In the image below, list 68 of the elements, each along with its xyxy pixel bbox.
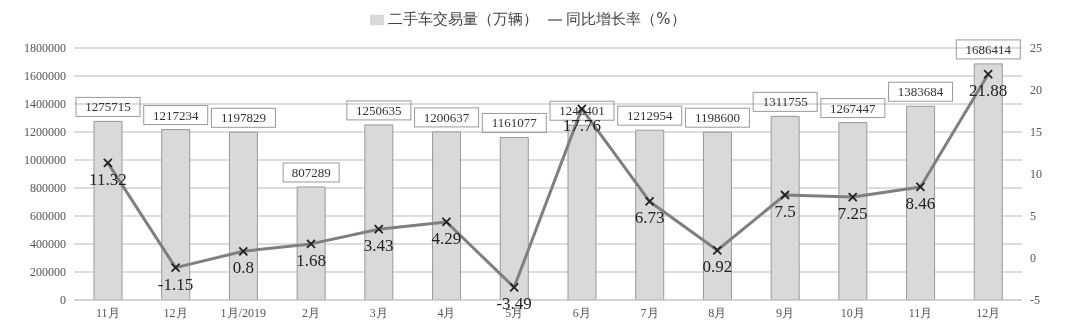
x-tick-label: 6月 (572, 305, 591, 320)
data-label: 1686414 (965, 41, 1012, 57)
y2-tick-label: 10 (1030, 167, 1042, 182)
x-tick-label: 7月 (640, 305, 659, 320)
y-tick-label: 0 (60, 293, 66, 308)
y2-tick-label: 15 (1030, 125, 1042, 140)
x-tick-label: 10月 (840, 305, 865, 320)
legend-label: 二手车交易量（万辆） (388, 10, 539, 28)
data-label: 1198600 (694, 110, 740, 126)
data-label: 1267447 (830, 100, 877, 116)
x-tick-label: 11月 (908, 305, 933, 320)
y-tick-label: 1000000 (24, 153, 66, 168)
data-label: -1.15 (157, 274, 194, 294)
x-tick-label: 2月 (302, 305, 320, 320)
data-label: 1217234 (152, 107, 199, 123)
data-label: 3.43 (363, 236, 394, 256)
y-tick-label: 600000 (30, 209, 66, 224)
data-label: 1200637 (423, 109, 470, 125)
bar (499, 136, 529, 300)
data-label: 0.92 (702, 257, 733, 277)
x-tick-label: 12月 (976, 305, 1001, 320)
data-label: 4.29 (431, 228, 462, 248)
data-label: 1275715 (85, 99, 131, 115)
bar (635, 129, 665, 300)
data-label: 7.25 (837, 204, 868, 224)
x-tick-label: 3月 (369, 305, 388, 320)
x-tick-label: 12月 (163, 305, 188, 320)
y2-tick-label: 20 (1030, 83, 1042, 98)
legend-label: 同比增长率（%） (566, 10, 686, 28)
data-label: 1161077 (491, 115, 538, 131)
data-label: 6.73 (634, 208, 665, 228)
y-tick-label: 1400000 (24, 97, 66, 112)
bar (364, 124, 394, 300)
data-label: 1197829 (220, 110, 266, 126)
x-tick-label: 1月/2019 (220, 305, 266, 320)
y-tick-label: 200000 (30, 265, 66, 280)
y2-tick-label: -5 (1030, 293, 1040, 308)
y-tick-label: 400000 (30, 237, 66, 252)
x-tick-label: 9月 (776, 305, 794, 320)
data-label: 1383684 (897, 84, 944, 100)
data-label: 1.68 (296, 250, 326, 270)
data-label: 21.88 (969, 81, 1008, 101)
bar (906, 105, 936, 300)
x-tick-label: 8月 (708, 305, 727, 320)
data-label: 0.8 (232, 258, 254, 278)
bar (838, 122, 868, 300)
x-tick-label: 4月 (437, 305, 456, 320)
data-label: 7.5 (774, 202, 796, 221)
data-label: 8.46 (905, 193, 936, 213)
y-tick-label: 800000 (30, 181, 66, 196)
y2-tick-label: 5 (1030, 209, 1036, 224)
data-label: 1311755 (762, 94, 808, 110)
y-tick-label: 1200000 (24, 125, 66, 140)
bar (296, 186, 326, 300)
data-label: 1212954 (626, 108, 673, 124)
y-tick-label: 1800000 (24, 41, 66, 56)
data-label: 807289 (291, 164, 331, 180)
y-tick-label: 1600000 (24, 69, 66, 84)
bar (228, 131, 258, 300)
data-label: 11.32 (89, 169, 127, 189)
bar (702, 131, 732, 300)
data-label: 1250635 (356, 102, 402, 118)
bar (770, 115, 800, 300)
bar (432, 131, 462, 300)
y2-tick-label: 0 (1030, 251, 1036, 266)
y2-tick-label: 25 (1030, 41, 1042, 56)
data-label: 17.76 (562, 115, 601, 135)
x-tick-label: 11月 (96, 305, 120, 320)
